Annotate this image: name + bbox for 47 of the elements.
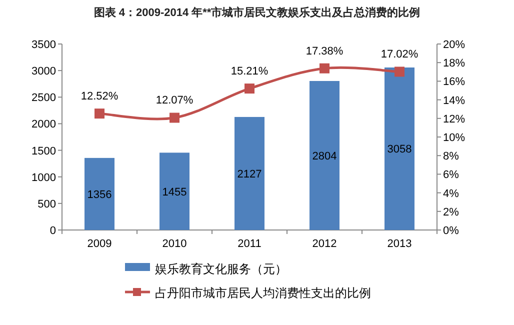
y2-tick-label: 16% <box>443 76 466 88</box>
y-tick-label: 3000 <box>32 66 56 78</box>
data-label: 17.02% <box>380 48 418 61</box>
y-tick-label: 2000 <box>32 118 56 131</box>
data-label: 1356 <box>87 188 112 201</box>
x-tick-label: 2010 <box>162 238 187 250</box>
y2-tick-label: 12% <box>443 113 466 126</box>
data-label: 2804 <box>312 150 337 162</box>
data-label: 15.21% <box>230 66 268 78</box>
y2-tick-label: 4% <box>443 188 460 200</box>
bar <box>384 67 414 230</box>
chart-title: 图表 4：2009-2014 年**市城市居民文教娱乐支出及占总消费的比例 <box>94 6 420 19</box>
data-label: 12.52% <box>80 90 118 103</box>
x-tick-label: 2013 <box>387 238 412 250</box>
y-tick-label: 2500 <box>32 92 56 104</box>
y2-tick-label: 18% <box>443 58 466 70</box>
point <box>170 112 180 123</box>
legend-label: 娱乐教育文化服务（元） <box>155 262 287 276</box>
x-tick-label: 2009 <box>87 238 112 250</box>
x-tick-label: 2012 <box>312 238 337 250</box>
data-label: 12.07% <box>156 94 194 107</box>
y2-tick-label: 8% <box>443 150 460 163</box>
bar <box>160 152 190 230</box>
point <box>320 63 330 74</box>
y2-tick-label: 0% <box>443 225 460 237</box>
data-label: 2127 <box>237 168 262 180</box>
point <box>244 84 254 94</box>
data-label: 1455 <box>162 186 187 198</box>
bar <box>84 158 114 230</box>
y2-tick-label: 10% <box>443 132 466 144</box>
y-tick-label: 0 <box>50 225 56 237</box>
y2-tick-label: 6% <box>443 169 460 182</box>
x-tick-label: 2011 <box>238 238 262 250</box>
y-tick-label: 3500 <box>32 39 56 51</box>
data-label: 3058 <box>387 144 412 156</box>
bar <box>234 116 264 230</box>
y-tick-label: 1000 <box>32 172 56 184</box>
y-tick-label: 1500 <box>32 145 56 158</box>
data-label: 17.38% <box>306 45 344 58</box>
legend-label: 占丹阳市城市居民人均消费性支出的比例 <box>155 286 371 300</box>
y2-tick-label: 20% <box>443 39 466 51</box>
bar <box>310 80 340 230</box>
y2-tick-label: 2% <box>443 206 460 218</box>
y-tick-label: 500 <box>38 198 56 210</box>
y2-tick-label: 14% <box>443 94 466 107</box>
point <box>94 108 104 119</box>
point <box>394 66 404 77</box>
